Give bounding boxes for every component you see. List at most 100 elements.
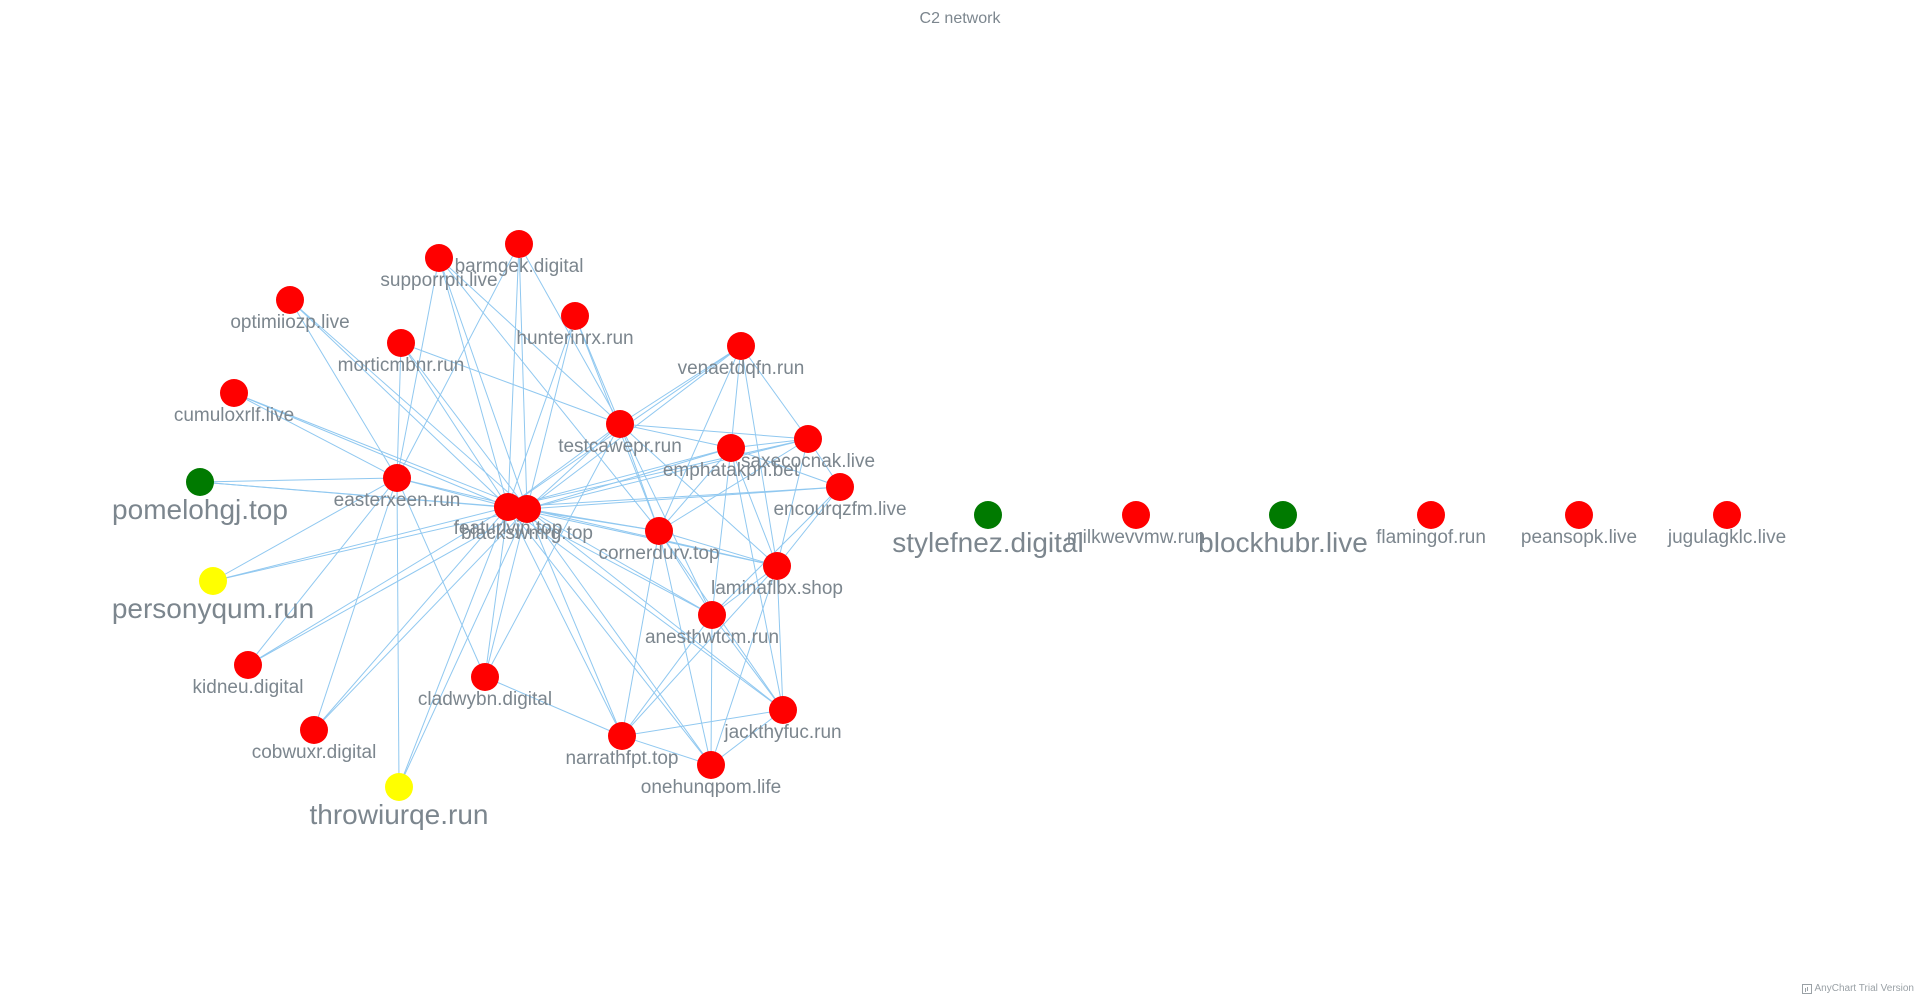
node-marker[interactable] — [698, 601, 726, 629]
node-onehunqpom[interactable]: onehunqpom.life — [641, 751, 782, 798]
node-marker[interactable] — [826, 473, 854, 501]
node-marker[interactable] — [1122, 501, 1150, 529]
node-narrathfpt[interactable]: narrathfpt.top — [565, 722, 679, 769]
edge-easterxeen-personyqum — [212, 477, 398, 582]
node-cumuloxrlf[interactable]: cumuloxrlf.live — [174, 379, 294, 426]
node-marker[interactable] — [561, 302, 589, 330]
edge-supporrpii-testcawepr — [438, 257, 621, 425]
edge-blackswmrg-saxecocnak — [526, 438, 809, 510]
node-peansopk[interactable]: peansopk.live — [1521, 501, 1637, 548]
node-morticmbnr[interactable]: morticmbnr.run — [338, 329, 465, 376]
node-personyqum[interactable]: personyqum.run — [112, 567, 314, 624]
node-pomelohgj[interactable]: pomelohgj.top — [112, 468, 288, 525]
node-marker[interactable] — [769, 696, 797, 724]
node-easterxeen[interactable]: easterxeen.run — [334, 464, 461, 511]
node-label: stylefnez.digital — [892, 527, 1083, 558]
edge-easterxeen-kidneu — [247, 477, 398, 666]
node-marker[interactable] — [606, 410, 634, 438]
node-label: supporrpii.live — [380, 270, 497, 291]
node-hunterinrx[interactable]: hunterinrx.run — [516, 302, 634, 349]
edge-emphatakpn-laminaflbx — [730, 447, 778, 567]
edge-featurlvjn-cobwuxr — [313, 506, 509, 731]
node-marker[interactable] — [645, 517, 673, 545]
node-supporrpii[interactable]: supporrpii.live — [380, 244, 498, 291]
node-saxecocnak[interactable]: saxecocnak.live — [741, 425, 875, 472]
node-marker[interactable] — [513, 495, 541, 523]
node-marker[interactable] — [199, 567, 227, 595]
edge-blackswmrg-cladwybn — [484, 508, 528, 678]
credits-text: AnyChart Trial Version — [1814, 983, 1915, 994]
node-jackthyfuc[interactable]: jackthyfuc.run — [723, 696, 842, 743]
edge-venaetdqfn-saxecocnak — [740, 345, 809, 440]
edge-laminaflbx-narrathfpt — [621, 565, 778, 737]
node-testcawepr[interactable]: testcawepr.run — [558, 410, 682, 457]
node-label: featurlvjn.top — [454, 518, 563, 539]
node-kidneu[interactable]: kidneu.digital — [193, 651, 304, 698]
node-marker[interactable] — [220, 379, 248, 407]
node-venaetdqfn[interactable]: venaetdqfn.run — [678, 332, 805, 379]
node-marker[interactable] — [1565, 501, 1593, 529]
node-label: milkwevvmw.run — [1067, 527, 1205, 548]
edge-barmgek-testcawepr — [518, 243, 621, 425]
node-marker[interactable] — [1713, 501, 1741, 529]
node-marker[interactable] — [186, 468, 214, 496]
node-marker[interactable] — [383, 464, 411, 492]
node-cobwuxr[interactable]: cobwuxr.digital — [252, 716, 377, 763]
chart-title: C2 network — [919, 10, 1001, 27]
edge-cornerdurv-onehunqpom — [658, 530, 712, 766]
node-emphatakpn[interactable]: emphatakpn.bet — [663, 434, 800, 481]
edge-featurlvjn-barmgek — [507, 243, 520, 508]
node-cornerdurv[interactable]: cornerdurv.top — [598, 517, 720, 564]
credits[interactable]: AnyChart Trial Version — [1801, 983, 1915, 994]
node-flamingof[interactable]: flamingof.run — [1376, 501, 1486, 548]
node-marker[interactable] — [471, 663, 499, 691]
node-marker[interactable] — [794, 425, 822, 453]
edge-featurlvjn-cumuloxrlf — [233, 392, 509, 508]
edge-encourqzfm-laminaflbx — [776, 486, 841, 567]
node-marker[interactable] — [1417, 501, 1445, 529]
node-encourqzfm[interactable]: encourqzfm.live — [773, 473, 907, 520]
node-throwiurqe[interactable]: throwiurqe.run — [310, 773, 489, 830]
node-marker[interactable] — [300, 716, 328, 744]
node-marker[interactable] — [505, 230, 533, 258]
node-marker[interactable] — [697, 751, 725, 779]
edge-blackswmrg-cornerdurv — [526, 508, 660, 532]
node-marker[interactable] — [727, 332, 755, 360]
node-label: flamingof.run — [1376, 527, 1486, 548]
node-marker[interactable] — [974, 501, 1002, 529]
node-label: cornerdurv.top — [598, 543, 719, 564]
node-marker[interactable] — [385, 773, 413, 801]
edge-blackswmrg-emphatakpn — [526, 447, 732, 510]
node-optimiiozp[interactable]: optimiiozp.live — [230, 286, 350, 333]
node-milkwevvmw[interactable]: milkwevvmw.run — [1067, 501, 1205, 548]
node-blackswmrg[interactable]: blackswmrg.top — [461, 495, 593, 544]
node-marker[interactable] — [425, 244, 453, 272]
node-label: onehunqpom.life — [641, 777, 782, 798]
node-laminaflbx[interactable]: laminaflbx.shop — [711, 552, 843, 599]
edge-blackswmrg-morticmbnr — [400, 342, 528, 510]
node-marker[interactable] — [234, 651, 262, 679]
edge-morticmbnr-testcawepr — [400, 342, 621, 425]
edge-featurlvjn-morticmbnr — [400, 342, 509, 508]
node-cladwybn[interactable]: cladwybn.digital — [418, 663, 552, 710]
node-blockhubr[interactable]: blockhubr.live — [1198, 501, 1368, 558]
node-anesthwtcm[interactable]: anesthwtcm.run — [645, 601, 779, 648]
edge-featurlvjn-personyqum — [212, 506, 509, 582]
node-marker[interactable] — [1269, 501, 1297, 529]
edge-jackthyfuc-onehunqpom — [710, 709, 784, 766]
node-label: optimiiozp.live — [230, 312, 349, 333]
node-label: hunterinrx.run — [516, 328, 633, 349]
node-marker[interactable] — [387, 329, 415, 357]
edge-blackswmrg-cobwuxr — [313, 508, 528, 731]
node-marker[interactable] — [717, 434, 745, 462]
node-marker[interactable] — [763, 552, 791, 580]
node-stylefnez[interactable]: stylefnez.digital — [892, 501, 1084, 558]
edge-blackswmrg-optimiiozp — [289, 299, 528, 510]
node-marker[interactable] — [608, 722, 636, 750]
node-marker[interactable] — [276, 286, 304, 314]
node-label: narrathfpt.top — [565, 748, 678, 769]
node-barmgek[interactable]: barmgek.digital — [455, 230, 584, 277]
node-jugulagklc[interactable]: jugulagklc.live — [1667, 501, 1786, 548]
edge-blackswmrg-personyqum — [212, 508, 528, 582]
